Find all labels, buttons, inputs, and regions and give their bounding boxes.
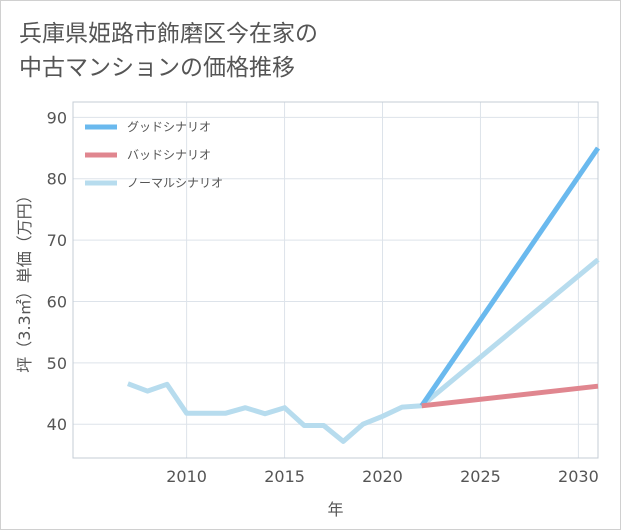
legend-label-3: ノーマルシナリオ <box>127 176 223 190</box>
y-tick-label-70: 70 <box>47 231 67 250</box>
chart-title-line-2: 中古マンションの価格推移 <box>19 55 295 81</box>
y-tick-label-40: 40 <box>47 415 67 434</box>
x-tick-label-2015: 2015 <box>264 467 305 486</box>
legend-label-2: バッドシナリオ <box>127 148 211 162</box>
y-tick-label-90: 90 <box>47 108 67 127</box>
x-tick-label-2025: 2025 <box>460 467 501 486</box>
x-tick-label-2010: 2010 <box>166 467 207 486</box>
legend-label-1: グッドシナリオ <box>127 120 211 134</box>
x-tick-label-2030: 2030 <box>558 467 599 486</box>
x-tick-label-2020: 2020 <box>362 467 403 486</box>
chart-title: 兵庫県姫路市飾磨区今在家の 中古マンションの価格推移 <box>19 17 318 85</box>
y-tick-label-60: 60 <box>47 292 67 311</box>
y-tick-label-50: 50 <box>47 354 67 373</box>
series-line-2 <box>421 383 599 409</box>
chart-title-line-1: 兵庫県姫路市飾磨区今在家の <box>19 21 318 47</box>
series-line-3 <box>127 257 600 444</box>
plot-border <box>72 101 599 459</box>
x-axis-title: 年 <box>327 500 343 519</box>
y-axis-title: 坪（3.3㎡）単価（万円） <box>15 187 34 372</box>
y-tick-label-80: 80 <box>47 170 67 189</box>
series-line-1 <box>419 146 601 408</box>
